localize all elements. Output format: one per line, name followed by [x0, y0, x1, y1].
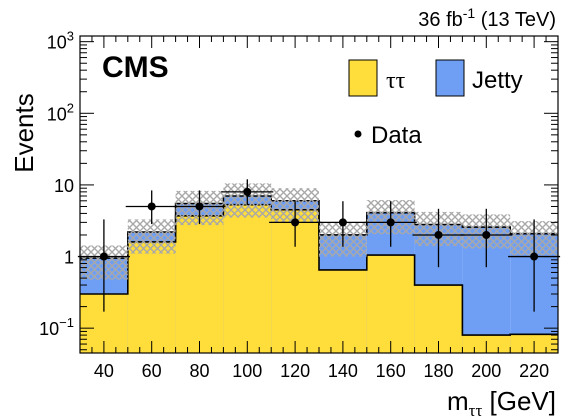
x-tick-label-160: 160 — [376, 361, 406, 381]
x-tick-label-200: 200 — [471, 361, 501, 381]
bin-tautau-6 — [366, 255, 415, 353]
data-point-4 — [291, 218, 300, 227]
y-tick-label-2: 10 — [54, 176, 74, 196]
bin-tautau-5 — [319, 269, 367, 353]
bin-tautau-3 — [223, 204, 272, 353]
x-tick-label-120: 120 — [280, 361, 310, 381]
legend-swatch-jetty — [435, 59, 465, 97]
y-tick-label-3: 102 — [47, 100, 74, 124]
x-tick-label-140: 140 — [328, 361, 358, 381]
legend-swatch-tautau — [348, 59, 378, 97]
axes: 40 60 80 100 120 140 160 180 200 220 10−1 1 10 102 103 — [39, 29, 559, 381]
legend-marker-data — [354, 130, 362, 138]
data-point-0 — [99, 252, 108, 261]
x-tick-label-60: 60 — [142, 361, 162, 381]
cms-label: CMS — [102, 51, 169, 84]
y-tick-label-1: 1 — [64, 248, 74, 268]
lumi-label: 36 fb-1 (13 TeV) — [418, 5, 556, 31]
data-points — [77, 179, 561, 312]
x-tick-label-40: 40 — [94, 361, 114, 381]
x-axis-title: mττ [GeV] — [447, 386, 556, 416]
legend-label-data: Data — [371, 122, 422, 149]
x-tick-label-220: 220 — [519, 361, 549, 381]
data-point-6 — [386, 218, 395, 227]
legend: ττ Jetty Data — [348, 59, 523, 149]
legend-label-jetty: Jetty — [472, 67, 523, 94]
y-tick-label-0: 10−1 — [39, 315, 74, 339]
x-tick-label-80: 80 — [189, 361, 209, 381]
data-point-1 — [147, 202, 156, 211]
x-tick-label-180: 180 — [423, 361, 453, 381]
y-axis-title: Events — [9, 93, 39, 173]
bin-tautau-2 — [175, 215, 224, 353]
data-point-8 — [482, 230, 491, 239]
data-point-3 — [243, 187, 252, 196]
data-point-7 — [434, 230, 443, 239]
bin-tautau-1 — [127, 241, 176, 353]
y-tick-label-4: 103 — [47, 29, 74, 53]
data-point-5 — [338, 218, 347, 227]
uncertainty-bin-1 — [127, 219, 176, 254]
data-point-2 — [195, 202, 204, 211]
data-point-9 — [530, 252, 539, 261]
x-tick-label-100: 100 — [232, 361, 262, 381]
legend-label-tautau: ττ — [386, 68, 406, 94]
